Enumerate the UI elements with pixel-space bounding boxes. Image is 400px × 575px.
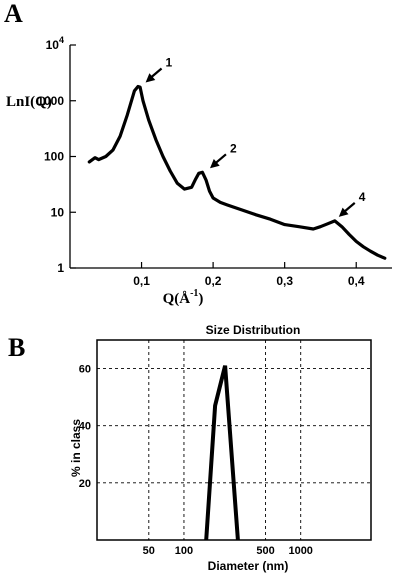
annotation-arrow-head-icon [210, 159, 220, 169]
chart-a-peak-label: 1 [166, 56, 173, 70]
chart-a-xlabel: Q(Å-1) [163, 288, 204, 307]
chart-a-y-tick-label-main: 1 [57, 261, 64, 275]
chart-a-series-line [87, 84, 387, 260]
chart-b-ylabel: % in class [69, 419, 83, 477]
chart-b-y-tick-label: 60 [79, 364, 91, 376]
chart-a-y-tick-label-sup: 4 [59, 35, 64, 45]
chart-b-axes [96, 339, 372, 541]
chart-a-peak-label: 2 [230, 141, 237, 155]
chart-a-peak-annotation: 4 [338, 190, 366, 217]
panel-b-label: B [8, 333, 25, 362]
chart-b-title: Size Distribution [206, 323, 301, 337]
chart-b-y-ticks: 20 40 60 [79, 364, 91, 490]
chart-a-x-ticks: 0,1 0,2 0,3 0,4 [133, 262, 365, 288]
annotation-arrow-head-icon [338, 207, 349, 217]
chart-a-y-tick-label: 1000 [37, 94, 64, 108]
chart-a-y-tick-label-main: 10 [46, 38, 60, 52]
chart-b-xlabel: Diameter (nm) [208, 559, 289, 573]
chart-b-grid [97, 340, 371, 540]
chart-b-x-tick-label: 100 [175, 545, 193, 557]
chart-a-y-tick-label: 100 [44, 150, 64, 164]
chart-a-axes [69, 45, 392, 269]
chart-a-xlabel-close: ) [198, 291, 203, 307]
chart-a-x-tick-label: 0,2 [205, 274, 222, 288]
chart-a-peak-annotation: 2 [210, 141, 237, 169]
chart-b-x-ticks: 50 100 500 1000 [143, 545, 313, 557]
annotation-arrow-head-icon [145, 73, 156, 83]
chart-b-x-tick-label: 50 [143, 545, 155, 557]
chart-b-frame [96, 339, 372, 541]
chart-b: Size Distribution 20 40 60 50 100 500 1000 % … [69, 323, 372, 573]
chart-a-y-tick-label-main: 1000 [37, 94, 64, 108]
chart-a-y-tick-label-main: 100 [44, 150, 64, 164]
chart-a-ylabel: LnI(Q) [6, 94, 52, 110]
panel-a-label: A [4, 0, 23, 28]
chart-a-y-tick-label: 10 [51, 205, 65, 219]
chart-a-y-tick-label-main: 10 [51, 205, 65, 219]
chart-b-x-tick-label: 1000 [288, 545, 312, 557]
chart-a-x-tick-label: 0,3 [276, 274, 293, 288]
chart-b-series-line [204, 365, 240, 541]
chart-a-y-tick-label: 104 [46, 35, 64, 52]
chart-a-y-tick-label: 1 [57, 261, 64, 275]
chart-b-y-tick-label: 40 [79, 421, 91, 433]
chart-a-peak-label: 4 [359, 190, 366, 204]
chart-a-x-tick-label: 0,4 [348, 274, 365, 288]
chart-b-x-tick-label: 500 [256, 545, 274, 557]
chart-b-y-tick-label: 20 [79, 478, 91, 490]
chart-a-annotations: 1 2 4 [145, 56, 366, 217]
chart-a-peak-annotation: 1 [145, 56, 173, 83]
chart-a-xlabel-sup: -1 [190, 288, 198, 299]
chart-a-xlabel-main: Q(Å [163, 291, 191, 307]
chart-a-x-tick-label: 0,1 [133, 274, 150, 288]
